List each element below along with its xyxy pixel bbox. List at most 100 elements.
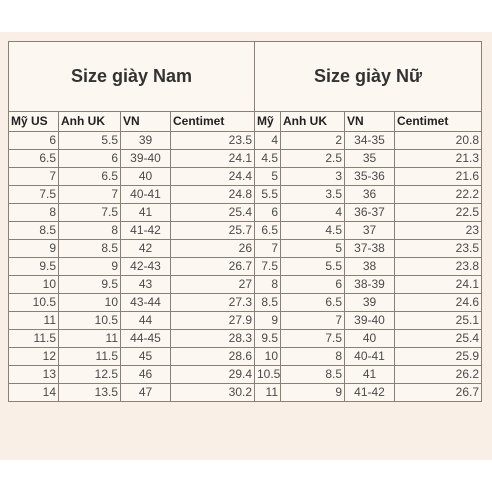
table-row: 8.5 8 41-42 25.7 6.5 4.5 37 23 [8, 221, 483, 240]
men-cm-cell: 27.9 [170, 311, 255, 330]
men-cm-cell: 24.4 [170, 167, 255, 186]
women-vn-cell: 35 [344, 149, 395, 168]
women-cm-cell: 26.7 [393, 383, 483, 402]
women-uk-cell: 3 [280, 167, 345, 186]
men-vn-cell: 41-42 [120, 221, 171, 240]
women-uk-cell: 5.5 [280, 257, 345, 276]
men-uk-cell: 5.5 [58, 131, 121, 150]
women-vn-cell: 41-42 [344, 383, 395, 402]
women-vn-cell: 38 [344, 257, 395, 276]
size-rows: 6 5.5 39 23.5 4 2 34-35 20.8 6.5 6 39-40 24.1 4.5 2.… [8, 131, 483, 402]
table-row: 6 5.5 39 23.5 4 2 34-35 20.8 [8, 131, 483, 150]
table-row: 14 13.5 47 30.2 11 9 41-42 26.7 [8, 383, 483, 402]
col-men-us: Mỹ US [8, 111, 59, 132]
men-uk-cell: 10 [58, 293, 121, 312]
men-vn-cell: 46 [120, 365, 171, 384]
men-vn-cell: 44-45 [120, 329, 171, 348]
men-uk-cell: 9 [58, 257, 121, 276]
women-uk-cell: 2 [280, 131, 345, 150]
women-vn-cell: 41 [344, 365, 395, 384]
col-men-vn: VN [120, 111, 171, 132]
men-uk-cell: 8 [58, 221, 121, 240]
women-us-cell: 4.5 [254, 149, 281, 168]
women-vn-cell: 36 [344, 185, 395, 204]
men-size-title: Size giày Nam [8, 41, 255, 112]
men-vn-cell: 43-44 [120, 293, 171, 312]
shoe-size-table: Size giày Nam Size giày Nữ Mỹ US Anh UK … [8, 41, 483, 402]
women-cm-cell: 23 [393, 221, 483, 240]
women-cm-cell: 24.6 [393, 293, 483, 312]
women-size-title: Size giày Nữ [253, 41, 483, 112]
men-vn-cell: 40 [120, 167, 171, 186]
men-cm-cell: 28.6 [170, 347, 255, 366]
men-vn-cell: 40-41 [120, 185, 171, 204]
men-uk-cell: 11 [58, 329, 121, 348]
women-uk-cell: 4.5 [280, 221, 345, 240]
table-row: 11.5 11 44-45 28.3 9.5 7.5 40 25.4 [8, 329, 483, 348]
men-vn-cell: 39 [120, 131, 171, 150]
men-us-cell: 9.5 [8, 257, 59, 276]
men-cm-cell: 24.8 [170, 185, 255, 204]
size-chart-panel: Size giày Nam Size giày Nữ Mỹ US Anh UK … [0, 32, 492, 460]
table-row: 9.5 9 42-43 26.7 7.5 5.5 38 23.8 [8, 257, 483, 276]
women-cm-cell: 22.2 [393, 185, 483, 204]
men-us-cell: 6 [8, 131, 59, 150]
women-uk-cell: 6 [280, 275, 345, 294]
men-vn-cell: 44 [120, 311, 171, 330]
table-row: 11 10.5 44 27.9 9 7 39-40 25.1 [8, 311, 483, 330]
men-cm-cell: 28.3 [170, 329, 255, 348]
men-cm-cell: 25.7 [170, 221, 255, 240]
men-uk-cell: 13.5 [58, 383, 121, 402]
men-cm-cell: 29.4 [170, 365, 255, 384]
men-vn-cell: 45 [120, 347, 171, 366]
women-us-cell: 9 [254, 311, 281, 330]
men-cm-cell: 23.5 [170, 131, 255, 150]
women-us-cell: 6 [254, 203, 281, 222]
men-uk-cell: 9.5 [58, 275, 121, 294]
col-men-uk: Anh UK [58, 111, 121, 132]
men-uk-cell: 8.5 [58, 239, 121, 258]
table-row: 6.5 6 39-40 24.1 4.5 2.5 35 21.3 [8, 149, 483, 168]
women-vn-cell: 39 [344, 293, 395, 312]
women-cm-cell: 22.5 [393, 203, 483, 222]
men-vn-cell: 43 [120, 275, 171, 294]
women-us-cell: 10.5 [254, 365, 281, 384]
men-vn-cell: 47 [120, 383, 171, 402]
men-uk-cell: 6 [58, 149, 121, 168]
men-us-cell: 11 [8, 311, 59, 330]
women-uk-cell: 8.5 [280, 365, 345, 384]
table-row: 7.5 7 40-41 24.8 5.5 3.5 36 22.2 [8, 185, 483, 204]
men-vn-cell: 42 [120, 239, 171, 258]
women-uk-cell: 7 [280, 311, 345, 330]
men-vn-cell: 41 [120, 203, 171, 222]
women-us-cell: 7.5 [254, 257, 281, 276]
men-cm-cell: 26 [170, 239, 255, 258]
table-row: 12 11.5 45 28.6 10 8 40-41 25.9 [8, 347, 483, 366]
men-uk-cell: 7.5 [58, 203, 121, 222]
women-cm-cell: 24.1 [393, 275, 483, 294]
men-uk-cell: 10.5 [58, 311, 121, 330]
women-uk-cell: 9 [280, 383, 345, 402]
women-us-cell: 6.5 [254, 221, 281, 240]
women-cm-cell: 25.1 [393, 311, 483, 330]
table-row: 10 9.5 43 27 8 6 38-39 24.1 [8, 275, 483, 294]
col-women-uk: Anh UK [280, 111, 345, 132]
men-us-cell: 6.5 [8, 149, 59, 168]
women-uk-cell: 6.5 [280, 293, 345, 312]
women-us-cell: 4 [254, 131, 281, 150]
men-uk-cell: 12.5 [58, 365, 121, 384]
women-uk-cell: 8 [280, 347, 345, 366]
men-us-cell: 12 [8, 347, 59, 366]
men-us-cell: 7.5 [8, 185, 59, 204]
women-us-cell: 8 [254, 275, 281, 294]
col-men-cm: Centimet [170, 111, 255, 132]
men-us-cell: 13 [8, 365, 59, 384]
women-vn-cell: 40-41 [344, 347, 395, 366]
men-cm-cell: 27 [170, 275, 255, 294]
men-vn-cell: 39-40 [120, 149, 171, 168]
col-women-vn: VN [344, 111, 395, 132]
table-row: 10.5 10 43-44 27.3 8.5 6.5 39 24.6 [8, 293, 483, 312]
table-row: 7 6.5 40 24.4 5 3 35-36 21.6 [8, 167, 483, 186]
table-row: 9 8.5 42 26 7 5 37-38 23.5 [8, 239, 483, 258]
women-vn-cell: 37 [344, 221, 395, 240]
